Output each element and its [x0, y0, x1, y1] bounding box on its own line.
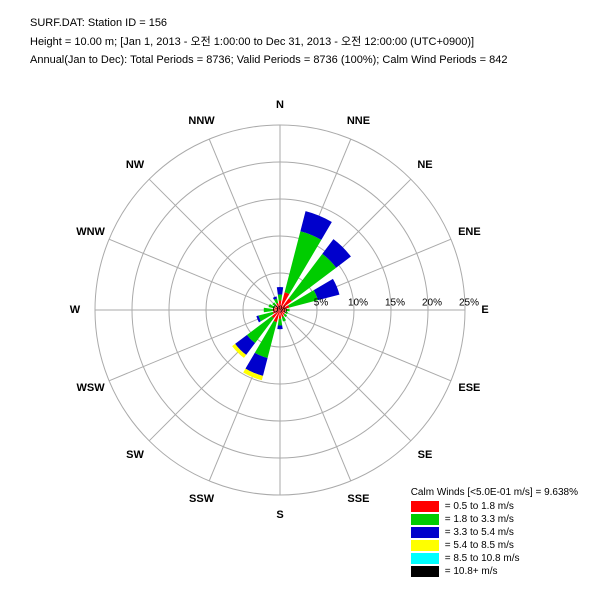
legend-label: = 1.8 to 3.3 m/s	[445, 514, 514, 525]
direction-label: SE	[418, 449, 433, 461]
legend-label: = 3.3 to 5.4 m/s	[445, 527, 514, 538]
ring-label: 15%	[385, 298, 405, 309]
direction-label: WNW	[76, 226, 105, 238]
ring-label: 25%	[459, 298, 479, 309]
direction-label: E	[481, 304, 488, 316]
legend-swatch	[411, 527, 439, 538]
legend-swatch	[411, 553, 439, 564]
legend: Calm Winds [<5.0E-01 m/s] = 9.638% = 0.5…	[411, 487, 578, 578]
legend-label: = 8.5 to 10.8 m/s	[445, 553, 520, 564]
legend-label: = 10.8+ m/s	[445, 566, 498, 577]
direction-label: SSE	[347, 493, 369, 505]
direction-label: S	[276, 509, 283, 521]
direction-label: N	[276, 99, 284, 111]
direction-label: ENE	[458, 226, 481, 238]
legend-row: = 3.3 to 5.4 m/s	[411, 526, 578, 539]
direction-label: NE	[417, 159, 432, 171]
direction-label: NNW	[188, 115, 214, 127]
legend-row: = 5.4 to 8.5 m/s	[411, 539, 578, 552]
legend-row: = 0.5 to 1.8 m/s	[411, 500, 578, 513]
direction-label: SW	[126, 449, 144, 461]
direction-label: ESE	[458, 382, 480, 394]
legend-swatch	[411, 501, 439, 512]
ring-label: 10%	[348, 298, 368, 309]
ring-label: 5%	[314, 298, 328, 309]
legend-label: = 0.5 to 1.8 m/s	[445, 501, 514, 512]
direction-label: SSW	[189, 493, 214, 505]
legend-row: = 10.8+ m/s	[411, 565, 578, 578]
direction-label: NW	[126, 159, 144, 171]
legend-swatch	[411, 566, 439, 577]
legend-row: = 8.5 to 10.8 m/s	[411, 552, 578, 565]
legend-swatch	[411, 514, 439, 525]
direction-label: NNE	[347, 115, 370, 127]
direction-label: W	[70, 304, 80, 316]
legend-swatch	[411, 540, 439, 551]
direction-label: WSW	[77, 382, 105, 394]
legend-row: = 1.8 to 3.3 m/s	[411, 513, 578, 526]
ring-label: 20%	[422, 298, 442, 309]
legend-title: Calm Winds [<5.0E-01 m/s] = 9.638%	[411, 487, 578, 498]
ring-label-center: 0%	[273, 305, 287, 316]
legend-label: = 5.4 to 8.5 m/s	[445, 540, 514, 551]
